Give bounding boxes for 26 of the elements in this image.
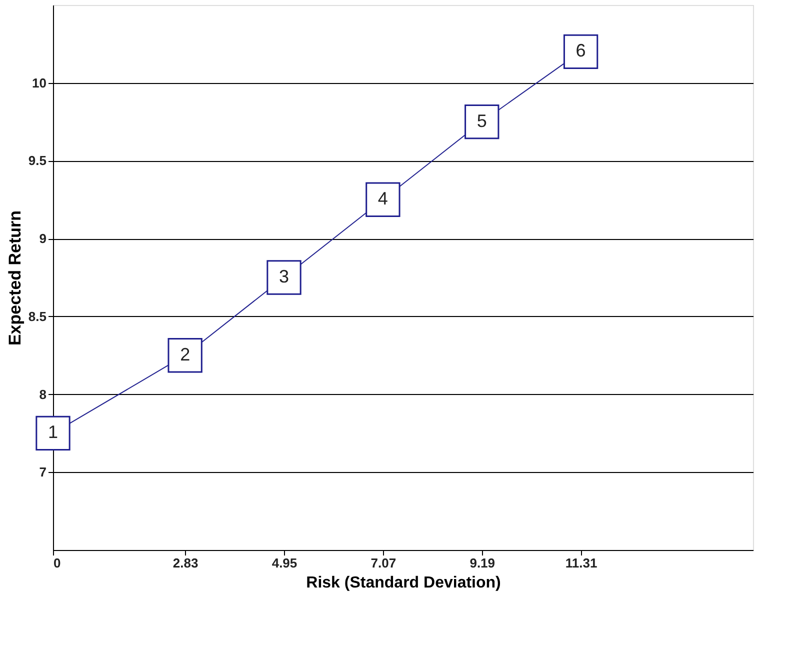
x-tick-label: 4.95 [272, 556, 298, 570]
point [464, 104, 500, 140]
point [266, 260, 302, 295]
x-tick-label: 11.31 [565, 556, 598, 570]
y-tick-label: 9 [39, 231, 46, 246]
annotation: 3 [278, 266, 290, 286]
point [36, 416, 70, 451]
annotation: 5 [476, 110, 487, 131]
x-tick-label: 7.07 [370, 556, 396, 570]
point [563, 34, 598, 70]
x-tick-label: 9.19 [470, 556, 496, 570]
annotation: 1 [48, 422, 58, 442]
y-tick-label: 8 [39, 386, 46, 402]
point [168, 338, 202, 373]
annotation: 2 [180, 344, 190, 364]
y-axis-title: Expected Return [5, 210, 24, 346]
y-tick-label: 10 [32, 75, 46, 90]
x-tick-label: 2.83 [172, 556, 198, 570]
y-tick-label: 7 [39, 464, 46, 480]
y-tick-label: 9.5 [28, 153, 46, 168]
annotation: 4 [378, 188, 388, 209]
annotation: 6 [576, 40, 586, 61]
y-tick-label: 8.5 [28, 308, 46, 324]
point [366, 182, 400, 217]
x-axis-title: Risk (Standard Deviation) [306, 574, 501, 592]
x-tick-label: 0 [54, 556, 61, 570]
